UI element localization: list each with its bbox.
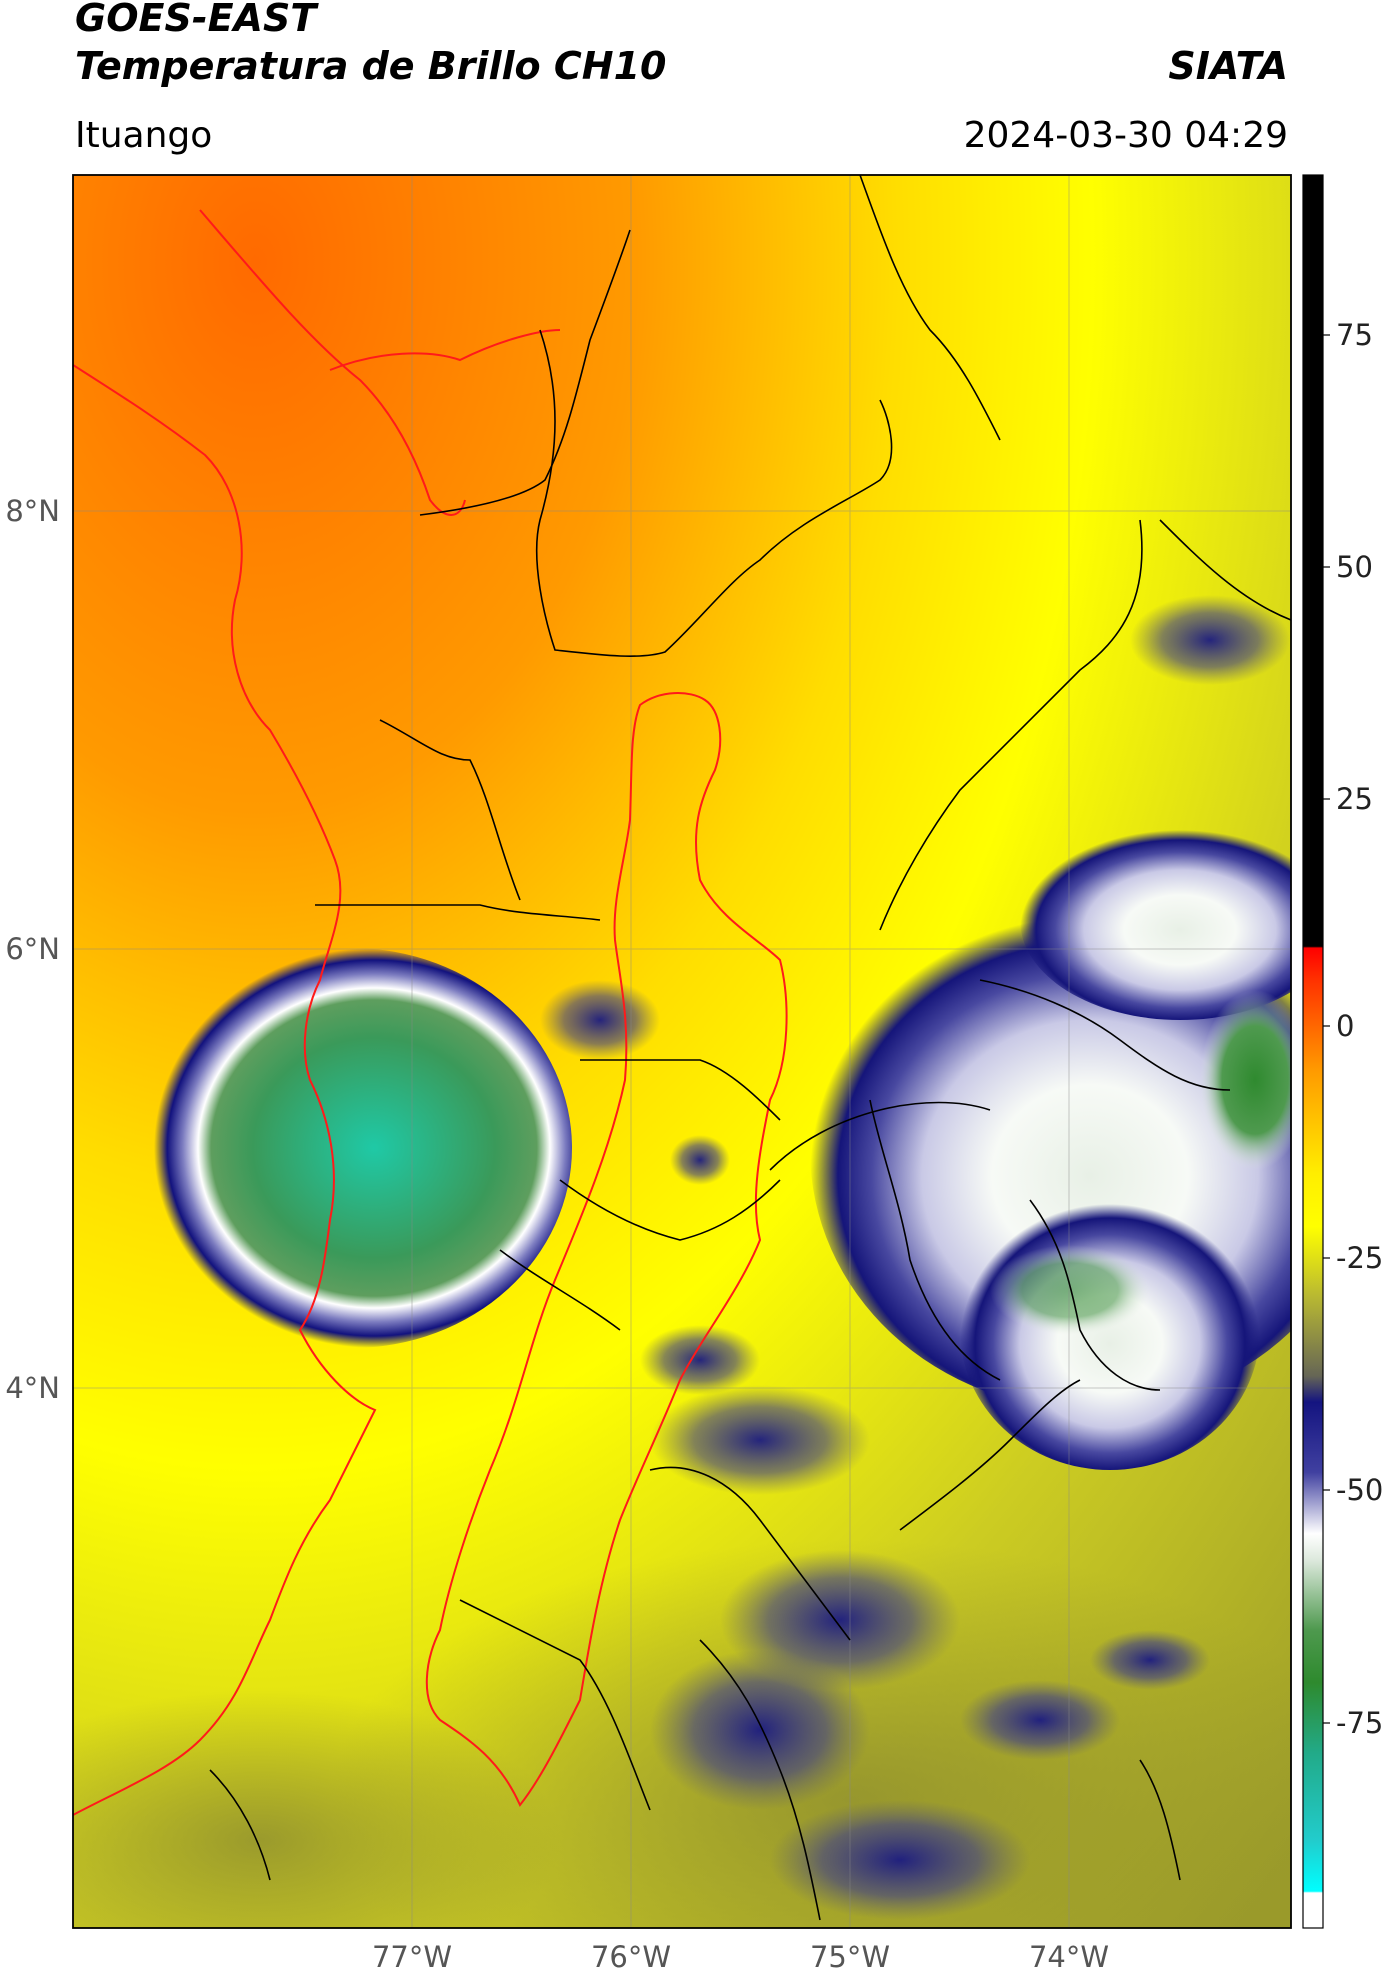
colorbar-tick-0: 0 bbox=[1336, 1009, 1354, 1043]
map-frame bbox=[72, 174, 1292, 1929]
colorbar-tick-minus25: -25 bbox=[1336, 1241, 1383, 1275]
colorbar-tick-75: 75 bbox=[1336, 318, 1373, 352]
lon-label-77w: 77°W bbox=[372, 1940, 452, 1974]
product-title: Temperatura de Brillo CH10 bbox=[75, 44, 667, 88]
lat-label-8n: 8°N bbox=[5, 494, 60, 528]
lat-label-4n: 4°N bbox=[5, 1371, 60, 1405]
colorbar: 75 50 25 0 -25 -50 -75 bbox=[1302, 174, 1383, 1929]
colorbar-tick-25: 25 bbox=[1336, 782, 1373, 816]
colorbar-tick-minus50: -50 bbox=[1336, 1473, 1383, 1507]
satellite-title: GOES-EAST bbox=[75, 0, 317, 40]
location-label: Ituango bbox=[75, 115, 213, 156]
colorbar-tick-minus75: -75 bbox=[1336, 1706, 1383, 1740]
lat-label-6n: 6°N bbox=[5, 932, 60, 966]
lon-label-76w: 76°W bbox=[591, 1940, 671, 1974]
lon-label-74w: 74°W bbox=[1029, 1940, 1109, 1974]
colorbar-tick-50: 50 bbox=[1336, 550, 1373, 584]
agency-label: SIATA bbox=[1168, 44, 1288, 88]
lon-label-75w: 75°W bbox=[810, 1940, 890, 1974]
colorbar-gradient bbox=[1302, 174, 1324, 1929]
datetime-label: 2024-03-30 04:29 bbox=[963, 115, 1288, 156]
brightness-temperature-field bbox=[73, 175, 1291, 1928]
